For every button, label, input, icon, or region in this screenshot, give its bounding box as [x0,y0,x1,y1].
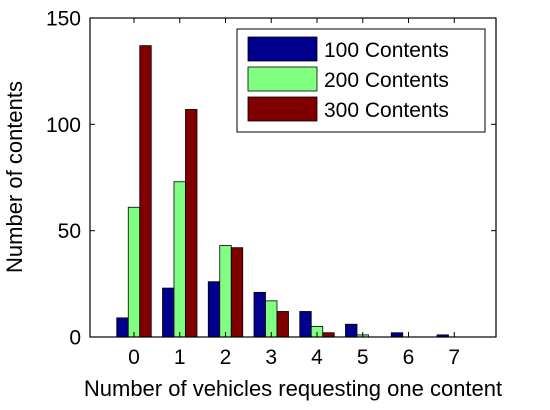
legend-swatch-s1 [247,36,318,62]
bar-s1-3 [253,291,266,338]
bar-s1-0 [116,317,129,338]
bar-s3-4 [322,332,335,338]
x-tick-label: 2 [220,346,232,369]
x-tick-label: 0 [128,346,140,369]
plot-frame [89,17,497,338]
bar-s1-6 [390,332,404,338]
x-tick-label: 5 [357,346,369,369]
y-axis-label: Number of contents [2,81,27,273]
legend-items: 100 Contents 200 Contents 300 Contents [247,36,449,122]
legend-label-s2: 200 Contents [324,69,449,92]
bar-s1-5 [345,323,358,338]
x-tick-label: 4 [311,346,323,369]
x-tick-label: 6 [403,346,415,369]
legend-swatch-s3 [247,96,318,122]
y-tick-label: 150 [46,8,81,31]
ticks-group: 0 1 2 3 4 5 6 7 0 50 100 150 [46,8,496,369]
x-tick-label: 3 [265,346,277,369]
y-tick-label: 50 [58,220,81,243]
legend-label-s1: 100 Contents [324,39,449,62]
bar-s3-3 [276,311,289,338]
bar-s1-2 [207,281,221,338]
bar-s2-1 [173,181,186,338]
bar-s3-1 [185,109,198,338]
bar-s1-1 [162,287,175,338]
bar-s2-0 [127,206,141,338]
bar-s2-2 [219,245,232,338]
bar-s2-3 [265,300,278,338]
legend: 100 Contents 200 Contents 300 Contents [236,28,486,133]
x-tick-label: 7 [448,346,460,369]
y-tick-label: 100 [46,114,81,137]
x-tick-label: 1 [174,346,186,369]
legend-swatch-s2 [247,66,318,92]
bar-s3-0 [139,45,152,338]
legend-label-s3: 300 Contents [324,99,449,122]
bar-s3-2 [230,247,244,338]
y-tick-label: 0 [69,327,81,350]
x-axis-label: Number of vehicles requesting one conten… [84,376,502,401]
bar-s1-4 [299,311,312,338]
